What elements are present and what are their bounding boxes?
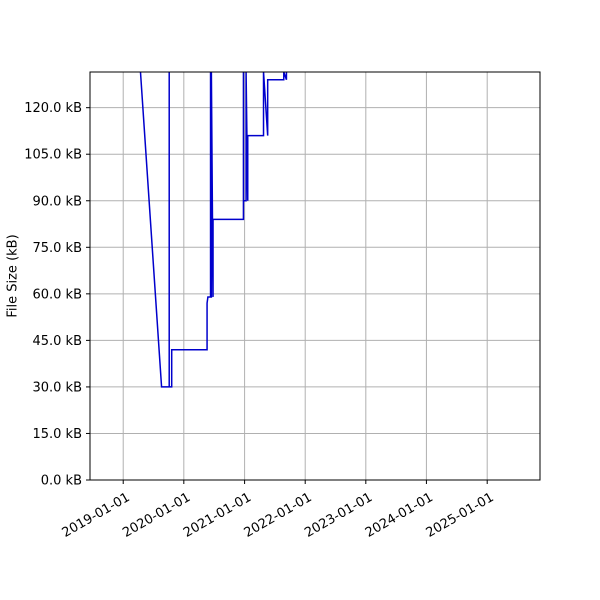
grid-lines <box>90 72 540 481</box>
plot-area <box>139 72 288 388</box>
plot-frame <box>89 71 541 481</box>
x-tick-label: 2024-01-01 <box>363 490 436 541</box>
series-line <box>139 72 288 388</box>
y-tick-label: 105.0 kB <box>24 148 82 163</box>
x-tick-label: 2023-01-01 <box>302 490 375 541</box>
y-tick-label: 75.0 kB <box>32 241 82 256</box>
y-tick-label: 60.0 kB <box>32 287 82 302</box>
y-tick-label: 90.0 kB <box>32 194 82 209</box>
y-tick-label: 30.0 kB <box>32 380 82 395</box>
y-tick-label: 0.0 kB <box>41 474 82 489</box>
y-tick-label: 120.0 kB <box>24 101 82 116</box>
axes: 0.0 kB 15.0 kB 30.0 kB 45.0 kB 60.0 kB 75.0 k… <box>24 71 541 541</box>
x-tick-label: 2019-01-01 <box>60 490 133 541</box>
x-tick-label: 2021-01-01 <box>181 490 254 541</box>
x-tick-label: 2025-01-01 <box>424 490 497 541</box>
y-axis-title: File Size (kB) <box>6 234 21 317</box>
y-tick-label: 15.0 kB <box>32 427 82 442</box>
y-tick-label: 45.0 kB <box>32 334 82 349</box>
x-tick-label: 2022-01-01 <box>242 490 315 541</box>
x-tick-label: 2020-01-01 <box>120 490 193 541</box>
